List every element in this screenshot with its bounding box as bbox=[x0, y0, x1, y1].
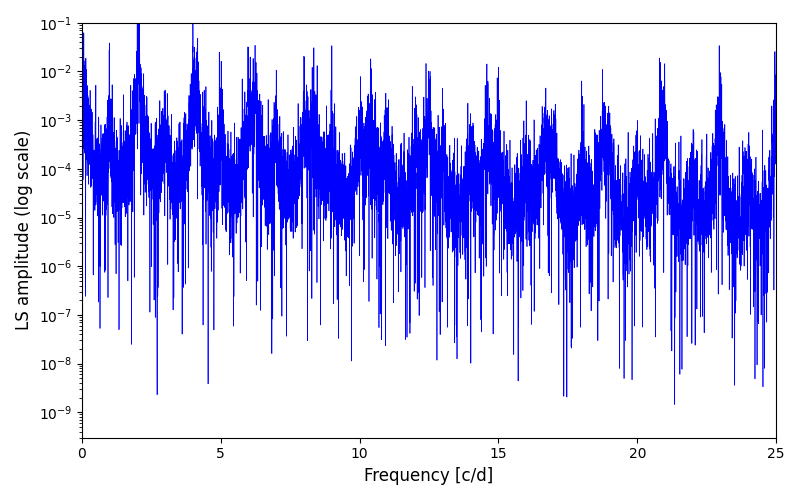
Y-axis label: LS amplitude (log scale): LS amplitude (log scale) bbox=[15, 130, 33, 330]
X-axis label: Frequency [c/d]: Frequency [c/d] bbox=[364, 467, 494, 485]
